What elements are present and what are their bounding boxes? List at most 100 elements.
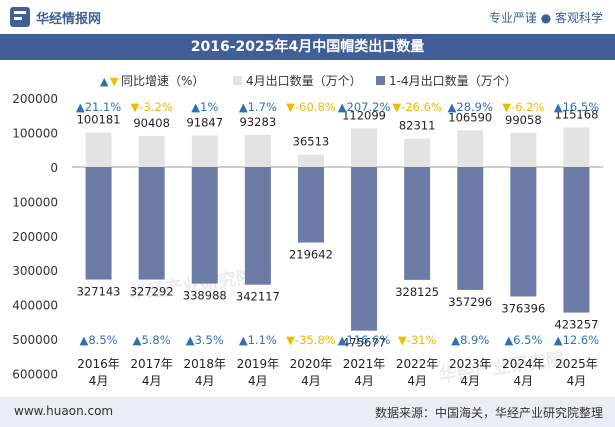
cumulative-yoy-label: ▲116.6% xyxy=(338,333,391,347)
footer-source: 数据来源：中国海关，华经产业研究院整理 xyxy=(374,406,603,420)
monthly-bar xyxy=(510,132,537,167)
monthly-yoy-label: ▲21.1% xyxy=(76,100,121,114)
cumulative-value-label: 327292 xyxy=(130,285,174,299)
cumulative-yoy-label: ▲8.9% xyxy=(451,333,489,347)
monthly-bar xyxy=(297,154,324,167)
monthly-yoy-label: ▲16.5% xyxy=(554,100,599,114)
legend-up-triangle-icon: ▲ xyxy=(100,75,109,88)
footer: www.huaon.com 数据来源：中国海关，华经产业研究院整理 xyxy=(0,397,615,427)
y-tick-label: 400000 xyxy=(12,299,58,313)
cumulative-value-label: 357296 xyxy=(448,295,492,309)
monthly-yoy-label: ▲1% xyxy=(191,100,218,114)
x-tick-label: 2016年 xyxy=(77,357,120,371)
cumulative-bar xyxy=(563,167,590,313)
monthly-yoy-label: ▼-6.2% xyxy=(502,100,544,114)
legend-monthly-swatch xyxy=(233,76,242,85)
y-tick-label: 300000 xyxy=(12,264,58,278)
cumulative-bar xyxy=(191,167,218,284)
y-tick-label: 600000 xyxy=(12,367,58,381)
cumulative-bar xyxy=(138,167,165,280)
cumulative-bar xyxy=(404,167,431,280)
cumulative-bar xyxy=(244,167,271,285)
monthly-value-label: 99058 xyxy=(505,113,542,127)
cumulative-yoy-label: ▲6.5% xyxy=(504,333,542,347)
cumulative-bar xyxy=(85,167,112,280)
x-tick-label: 4月 xyxy=(407,374,427,388)
monthly-yoy-label: ▲28.9% xyxy=(448,100,493,114)
monthly-yoy-label: ▼-3.2% xyxy=(131,100,173,114)
brand: 华经情报网 xyxy=(10,7,101,27)
cumulative-value-label: 342117 xyxy=(236,290,280,304)
x-tick-label: 4月 xyxy=(248,374,268,388)
x-tick-label: 4月 xyxy=(460,374,480,388)
cumulative-value-label: 338988 xyxy=(183,289,227,303)
monthly-value-label: 100181 xyxy=(77,113,121,127)
x-tick-label: 2023年 xyxy=(449,357,492,371)
monthly-value-label: 91847 xyxy=(186,115,223,129)
y-tick-label: 100000 xyxy=(12,127,58,141)
x-tick-label: 2024年 xyxy=(502,357,545,371)
monthly-yoy-label: ▲1.7% xyxy=(239,100,277,114)
cumulative-yoy-label: ▲12.6% xyxy=(554,333,599,347)
monthly-bar xyxy=(138,135,165,167)
monthly-value-label: 115168 xyxy=(554,107,598,121)
cumulative-bar xyxy=(510,167,537,297)
monthly-bar xyxy=(457,130,484,167)
x-tick-label: 4月 xyxy=(142,374,162,388)
monthly-yoy-label: ▲207.2% xyxy=(338,100,391,114)
legend-monthly-label: 4月出口数量（万个） xyxy=(246,73,362,88)
cumulative-bar xyxy=(457,167,484,290)
monthly-value-label: 106590 xyxy=(448,110,492,124)
cumulative-value-label: 219642 xyxy=(289,248,333,262)
x-tick-label: 2021年 xyxy=(343,357,386,371)
legend-cumulative-swatch xyxy=(376,76,385,85)
y-tick-label: 0 xyxy=(50,161,58,175)
cumulative-yoy-label: ▲8.5% xyxy=(80,333,118,347)
monthly-value-label: 90408 xyxy=(133,116,170,130)
legend-cumulative-label: 1-4月出口数量（万个） xyxy=(389,73,517,88)
cumulative-value-label: 327143 xyxy=(77,285,121,299)
brand-name: 华经情报网 xyxy=(36,11,102,27)
cumulative-yoy-label: ▼-35.8% xyxy=(286,333,336,347)
cumulative-value-label: 475677 xyxy=(342,336,386,350)
y-tick-label: 200000 xyxy=(12,92,58,106)
cumulative-yoy-label: ▲3.5% xyxy=(186,333,224,347)
brand-logo-icon xyxy=(10,7,30,27)
monthly-value-label: 112099 xyxy=(342,108,386,122)
x-tick-label: 4月 xyxy=(195,374,215,388)
chart-title: 2016-2025年4月中国帽类出口数量 xyxy=(0,34,615,60)
cumulative-yoy-label: ▲5.8% xyxy=(133,333,171,347)
cumulative-bar xyxy=(297,167,324,243)
cumulative-value-label: 376396 xyxy=(501,301,545,315)
monthly-value-label: 93283 xyxy=(240,115,277,129)
monthly-bar xyxy=(244,134,271,167)
y-tick-label: 500000 xyxy=(12,333,58,347)
x-tick-label: 2025年 xyxy=(555,357,598,371)
y-tick-label: 100000 xyxy=(12,195,58,209)
cumulative-value-label: 423257 xyxy=(554,318,598,332)
monthly-value-label: 36513 xyxy=(293,134,330,148)
monthly-bar xyxy=(191,135,218,167)
monthly-value-label: 82311 xyxy=(399,119,436,133)
cumulative-yoy-label: ▼-31% xyxy=(398,333,437,347)
cumulative-value-label: 328125 xyxy=(395,285,439,299)
legend-down-triangle-icon: ▼ xyxy=(110,75,119,88)
x-tick-label: 4月 xyxy=(354,374,374,388)
x-tick-label: 4月 xyxy=(567,374,587,388)
monthly-bar xyxy=(404,138,431,167)
top-bar: 华经情报网 专业严谨 ● 客观科学 xyxy=(0,0,615,34)
y-tick-label: 200000 xyxy=(12,230,58,244)
monthly-bar xyxy=(563,127,590,167)
monthly-bar xyxy=(351,128,378,167)
x-tick-label: 4月 xyxy=(514,374,534,388)
monthly-bar xyxy=(85,132,112,167)
x-tick-label: 2019年 xyxy=(237,357,280,371)
x-tick-label: 2017年 xyxy=(130,357,173,371)
legend-yoy-label: 同比增速（%） xyxy=(121,74,204,88)
cumulative-yoy-label: ▲1.1% xyxy=(239,333,277,347)
cumulative-bar xyxy=(351,167,378,331)
footer-url: www.huaon.com xyxy=(14,404,114,418)
tagline: 专业严谨 ● 客观科学 xyxy=(488,11,603,25)
monthly-yoy-label: ▼-60.8% xyxy=(286,100,336,114)
